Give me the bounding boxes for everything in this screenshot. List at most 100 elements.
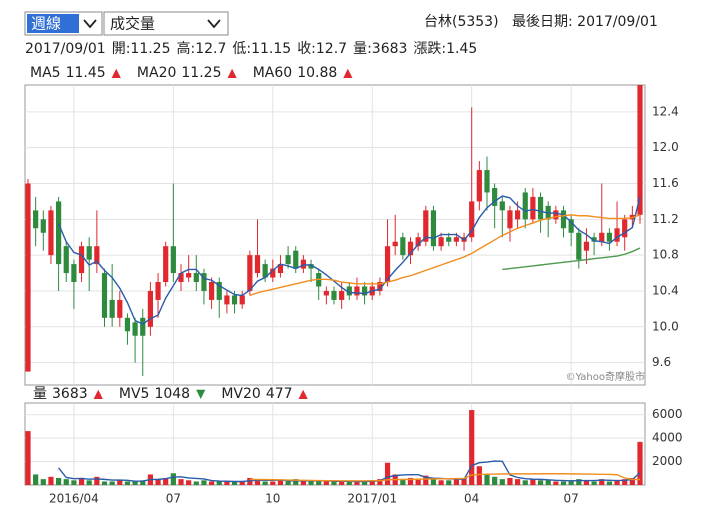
- x-tick-label: 07: [564, 492, 579, 506]
- volume-bar: [316, 480, 322, 485]
- volume-bar: [277, 480, 284, 485]
- candle-body: [438, 237, 444, 247]
- period-select[interactable]: 週線: [24, 11, 103, 36]
- candle-body: [216, 282, 222, 300]
- candle-body: [308, 264, 314, 269]
- volume-bar: [300, 481, 306, 485]
- volume-bar: [331, 481, 337, 485]
- candle-body: [583, 241, 590, 251]
- volume-bar: [323, 481, 329, 485]
- candle-body: [33, 210, 39, 229]
- info-item: 開:11.25: [112, 41, 171, 57]
- candle-body: [614, 228, 620, 242]
- volume-bar: [614, 480, 620, 485]
- last-date: 最後日期: 2017/09/01: [512, 14, 658, 30]
- legend-item: MA20 11.25 ▲: [137, 65, 238, 81]
- candle-body: [507, 210, 513, 229]
- candle-body: [415, 237, 421, 247]
- volume-bar: [94, 476, 100, 485]
- volume-bar: [537, 480, 544, 485]
- volume-bar: [40, 479, 46, 485]
- candle-body: [354, 286, 360, 296]
- y-tick-label: 11.6: [652, 176, 679, 190]
- info-item: 高:12.7: [177, 40, 227, 57]
- info-item: 收:12.7: [297, 41, 347, 57]
- watermark: ©Yahoo奇摩股市: [566, 370, 645, 383]
- ma-line: [57, 195, 641, 325]
- legend-name: MA60: [253, 65, 292, 81]
- volume-bar: [530, 479, 536, 485]
- x-tick-label: 2016/04: [49, 492, 99, 506]
- volume-bar: [637, 441, 643, 485]
- candle-body: [300, 259, 306, 269]
- volume-bar: [178, 479, 184, 485]
- candle-body: [377, 282, 383, 291]
- legend-item: MV5 1048 ▼: [119, 386, 206, 402]
- y-tick-label: 10.8: [652, 248, 679, 262]
- candle-body: [277, 264, 284, 274]
- candle-body: [423, 210, 429, 242]
- volume-bar: [384, 462, 391, 485]
- volume-bar: [622, 479, 628, 485]
- candle-body: [155, 282, 161, 300]
- volume-bar: [346, 481, 352, 485]
- y-tick-label: 12.0: [652, 140, 679, 154]
- legend-trend: ▲: [94, 387, 104, 401]
- legend-item: MA5 11.45 ▲: [30, 65, 122, 81]
- candle-body: [209, 282, 215, 300]
- candle-body: [362, 286, 368, 296]
- candle-body: [140, 317, 146, 336]
- legend-trend: ▲: [227, 66, 237, 80]
- volume-bar: [140, 480, 146, 485]
- candle-body: [323, 290, 329, 296]
- y-tick-label: 6000: [652, 407, 683, 421]
- candle-body: [170, 246, 176, 274]
- candle-body: [599, 232, 605, 242]
- candle-body: [568, 219, 574, 233]
- price-plot-frame: [24, 84, 646, 386]
- legend-name: MA5: [30, 65, 61, 81]
- chevron: [207, 19, 221, 29]
- legend-trend: ▲: [112, 66, 122, 80]
- volume-bar: [239, 481, 245, 485]
- candle-body: [346, 286, 352, 296]
- volume-bar: [155, 479, 161, 485]
- volume-bar: [583, 480, 590, 485]
- volume-bar: [499, 479, 505, 485]
- volume-bar: [262, 481, 268, 485]
- y-tick-label: 12.4: [652, 104, 679, 118]
- candle-body: [553, 210, 559, 220]
- candle-body: [124, 317, 131, 332]
- legend-value: 1048: [154, 386, 190, 402]
- volume-bar: [469, 410, 475, 485]
- ma-line: [502, 247, 641, 271]
- candle-body: [239, 295, 245, 305]
- volume-bar: [124, 481, 131, 485]
- legend-name: MV5: [119, 386, 150, 402]
- volume-bar: [606, 481, 612, 485]
- volume-bar: [446, 480, 452, 485]
- candle-body: [522, 192, 528, 220]
- volume-plot-frame: [24, 402, 646, 486]
- volume-bar: [209, 481, 215, 485]
- legend-value: 11.45: [66, 65, 106, 81]
- select-box: [103, 11, 229, 36]
- volume-bar: [354, 481, 360, 485]
- x-tick-label: 10: [265, 492, 280, 506]
- candle-body: [622, 219, 628, 238]
- candle-body: [430, 210, 437, 247]
- volume-bar: [63, 479, 69, 485]
- volume-bar: [568, 480, 574, 485]
- candle-body: [224, 295, 230, 305]
- legend-name: MV20: [221, 386, 260, 402]
- volume-bar: [132, 481, 138, 485]
- candle-body: [530, 196, 536, 220]
- volume-bar: [515, 479, 521, 485]
- candle-body: [400, 237, 406, 256]
- volume-bar: [339, 481, 345, 485]
- legend-trend: ▲: [343, 66, 353, 80]
- indicator-select[interactable]: 成交量: [103, 11, 229, 36]
- candle-body: [117, 299, 123, 318]
- volume-bar: [423, 475, 429, 485]
- volume-bar: [109, 481, 115, 485]
